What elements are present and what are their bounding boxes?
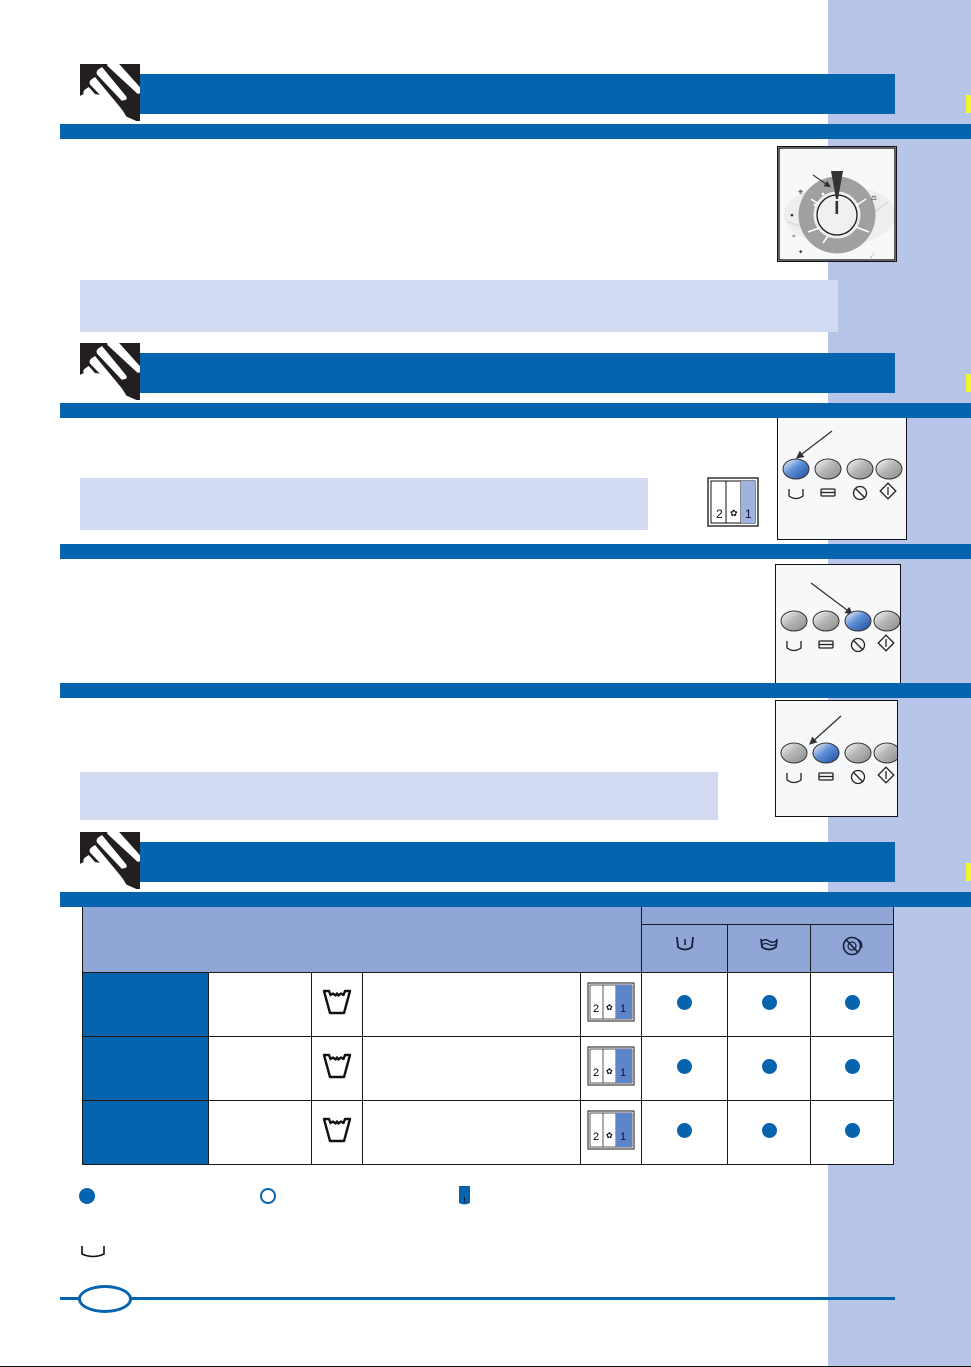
svg-text:☄: ☄ — [870, 251, 876, 260]
svg-text:✿: ✿ — [730, 508, 738, 518]
svg-text:1: 1 — [745, 507, 752, 521]
svg-text:✦: ✦ — [798, 248, 804, 256]
svg-text:✿: ✿ — [606, 1003, 613, 1012]
svg-text:1: 1 — [620, 1131, 626, 1143]
svg-text:1: 1 — [620, 1003, 626, 1015]
svg-text:2: 2 — [716, 507, 723, 521]
svg-text:⎈: ⎈ — [798, 189, 803, 196]
svg-text:2: 2 — [593, 1067, 599, 1079]
svg-text:✿: ✿ — [606, 1131, 613, 1140]
svg-text:≈: ≈ — [792, 233, 796, 240]
svg-text:⚖: ⚖ — [871, 194, 877, 202]
svg-text:✿: ✿ — [606, 1067, 613, 1076]
svg-text:1: 1 — [620, 1067, 626, 1079]
svg-text:2: 2 — [593, 1003, 599, 1015]
svg-text:2: 2 — [593, 1131, 599, 1143]
svg-text:●: ● — [790, 212, 794, 219]
